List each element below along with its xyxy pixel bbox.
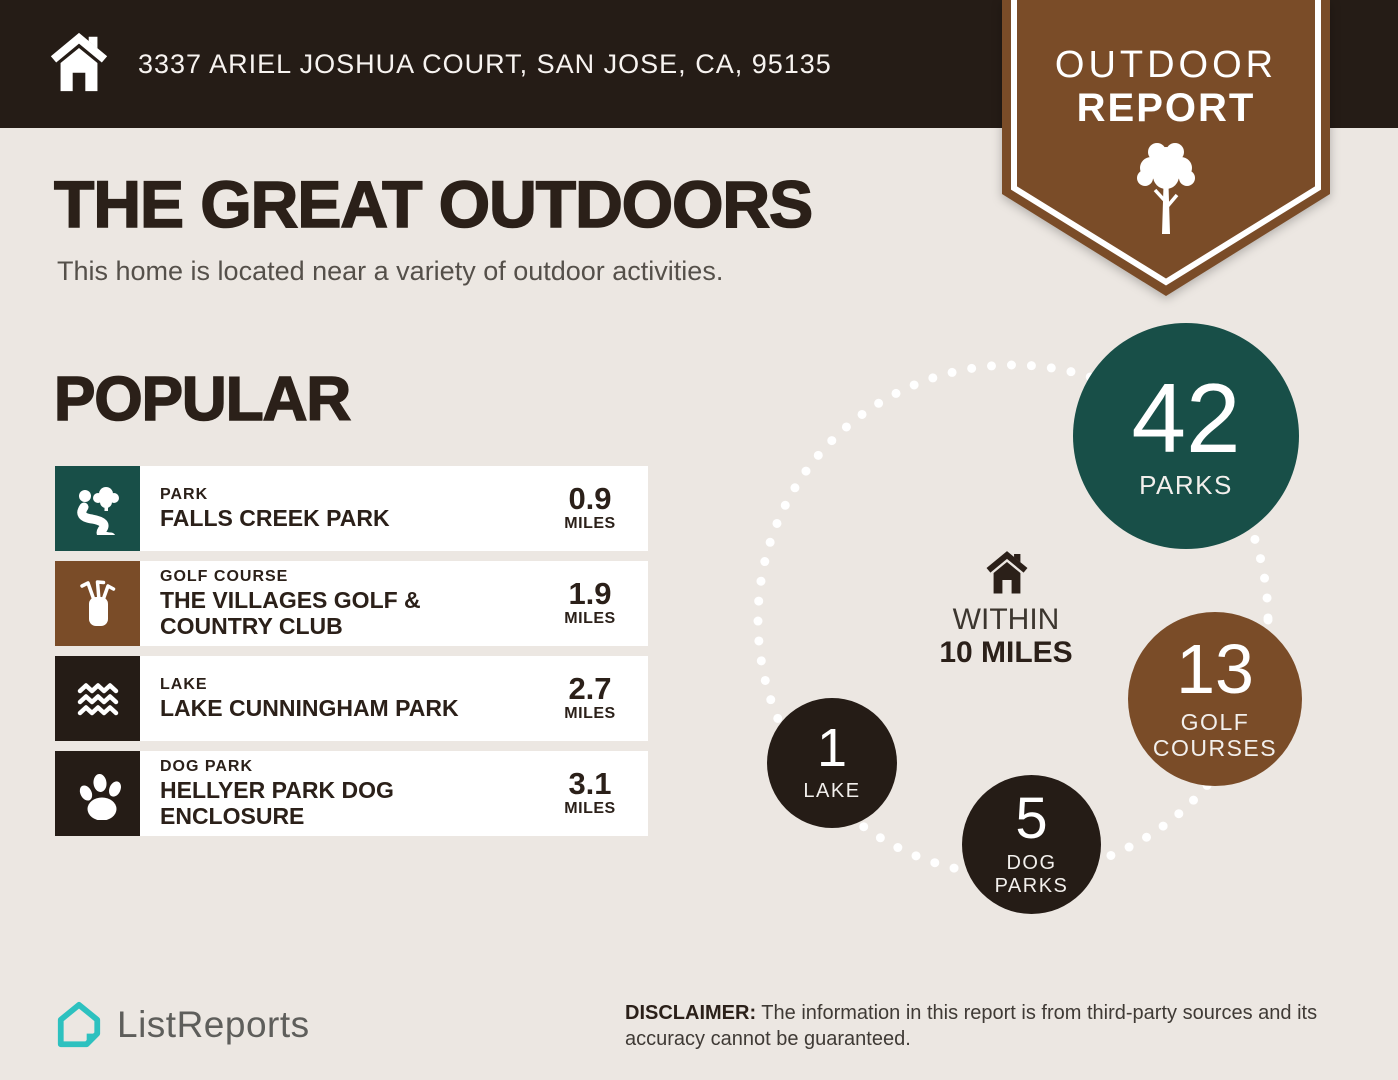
list-item-dog-park: DOG PARK HELLYER PARK DOG ENCLOSURE 3.1 … (55, 751, 648, 836)
item-distance-unit: MILES (564, 515, 616, 533)
logo-text: ListReports (117, 1004, 310, 1045)
logo-icon (57, 1001, 101, 1048)
stat-bubble-parks: 42 PARKS (1073, 323, 1299, 549)
badge-line-report: REPORT (1076, 86, 1256, 130)
bubble-value: 1 (816, 717, 848, 778)
item-distance: 1.9 (568, 576, 612, 612)
list-item-park: PARK FALLS CREEK PARK 0.9 MILES (55, 466, 648, 551)
item-category: GOLF COURSE (160, 567, 289, 585)
item-distance: 3.1 (568, 766, 612, 802)
item-name: FALLS CREEK PARK (160, 504, 390, 531)
within-label: WITHIN 10 MILES (896, 604, 1116, 670)
bubble-value: 42 (1131, 362, 1241, 473)
item-distance-unit: MILES (564, 705, 616, 723)
item-distance: 2.7 (568, 671, 612, 707)
stat-bubble-lake: 1 LAKE (767, 698, 897, 828)
disclaimer: DISCLAIMER: The information in this repo… (625, 1000, 1365, 1052)
bubble-label: PARKS (1139, 469, 1233, 500)
stats-ring: WITHIN 10 MILES 42 PARKS 13 GOLF COURSES… (740, 320, 1360, 950)
item-category: LAKE (160, 675, 208, 693)
item-distance-unit: MILES (564, 800, 616, 818)
item-category: DOG PARK (160, 757, 254, 775)
item-distance-unit: MILES (564, 610, 616, 628)
disclaimer-text: The information in this report is from t… (625, 1002, 1318, 1050)
bubble-label: DOG PARKS (994, 852, 1069, 898)
bubble-value: 13 (1176, 630, 1254, 709)
within-line2: 10 MILES (939, 636, 1073, 669)
item-category: PARK (160, 485, 209, 503)
stat-bubble-golf-courses: 13 GOLF COURSES (1128, 612, 1302, 786)
item-name: THE VILLAGES GOLF & COUNTRY CLUB (160, 586, 421, 639)
item-name: LAKE CUNNINGHAM PARK (160, 694, 459, 721)
list-item-golf-course: GOLF COURSE THE VILLAGES GOLF & COUNTRY … (55, 561, 648, 646)
within-line1: WITHIN (952, 603, 1060, 636)
stat-bubble-dog-parks: 5 DOG PARKS (962, 775, 1101, 914)
tree-icon (1137, 143, 1195, 234)
badge-line-outdoor: OUTDOOR (1054, 44, 1278, 86)
home-icon (986, 551, 1028, 594)
bubble-value: 5 (1015, 785, 1048, 851)
address-text: 3337 ARIEL JOSHUA COURT, SAN JOSE, CA, 9… (138, 49, 832, 79)
listreports-logo: ListReports (55, 999, 310, 1051)
home-icon (50, 32, 108, 92)
list-item-lake: LAKE LAKE CUNNINGHAM PARK 2.7 MILES (55, 656, 648, 741)
outdoor-report-badge: OUTDOOR REPORT (1002, 0, 1330, 296)
page-subtitle: This home is located near a variety of o… (57, 256, 724, 286)
paw-icon (55, 751, 140, 836)
disclaimer-label: DISCLAIMER: (625, 1002, 757, 1024)
page-title: THE GREAT OUTDOORS (53, 166, 814, 242)
item-name: HELLYER PARK DOG ENCLOSURE (160, 776, 394, 829)
popular-heading: POPULAR (53, 364, 352, 435)
popular-list: PARK FALLS CREEK PARK 0.9 MILES (55, 466, 648, 846)
item-distance: 0.9 (568, 481, 612, 517)
bubble-label: LAKE (803, 780, 861, 803)
golf-bag-icon (55, 561, 140, 646)
bubble-label: GOLF COURSES (1152, 708, 1278, 762)
waves-icon (55, 656, 140, 741)
park-icon (55, 466, 140, 551)
